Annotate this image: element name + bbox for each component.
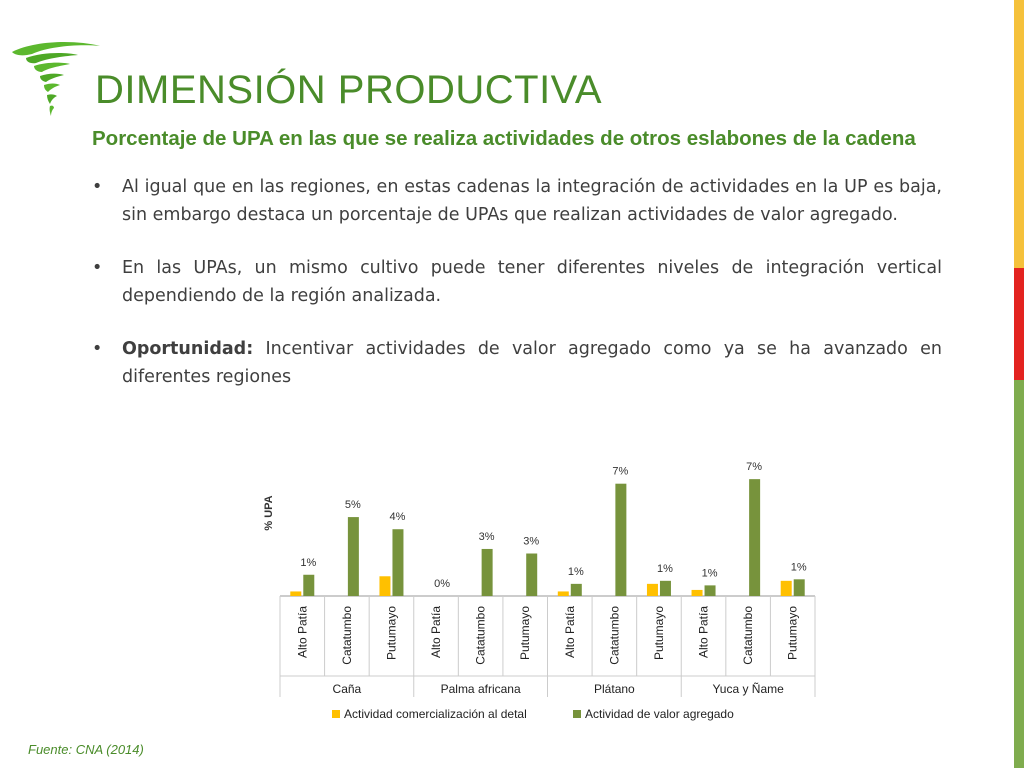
category-label: Alto Patía (697, 606, 711, 658)
category-label: Putumayo (384, 606, 398, 660)
category-label: Putumayo (652, 606, 666, 660)
bar-valor-agregado (392, 529, 404, 596)
bullet-item: • Oportunidad: Incentivar actividades de… (92, 336, 942, 391)
bullet-body: Incentivar actividades de valor agregado… (122, 339, 942, 387)
category-label: Alto Patía (429, 606, 443, 658)
source-note: Fuente: CNA (2014) (28, 742, 144, 757)
bar-valor-agregado (615, 483, 627, 596)
data-label: 3% (523, 536, 539, 548)
category-label: Catatumbo (474, 606, 488, 665)
legend-swatch-comercializacion (332, 710, 340, 718)
bullet-marker: • (92, 339, 103, 359)
bullet-text: En las UPAs, un mismo cultivo puede tene… (122, 255, 942, 310)
bar-valor-agregado (704, 585, 716, 596)
category-label: Alto Patía (563, 606, 577, 658)
category-label: Putumayo (786, 606, 800, 660)
category-label: Catatumbo (607, 606, 621, 665)
bar-chart: % UPA 1% Alto Patía 5% Catatumbo 4% Putumayo Ca… (263, 461, 816, 721)
group-label: Caña (333, 682, 362, 696)
legend-label: Actividad de valor agregado (585, 707, 734, 721)
group-label: Plátano (594, 682, 635, 696)
bar-comercializacion (557, 591, 569, 596)
data-label: 7% (746, 461, 762, 473)
data-label: 3% (479, 531, 495, 543)
bar-valor-agregado (303, 574, 315, 596)
bar-comercializacion (780, 580, 792, 596)
bar-valor-agregado (793, 579, 805, 596)
bar-comercializacion (290, 591, 302, 596)
bar-valor-agregado (347, 517, 359, 596)
category-label: Catatumbo (741, 606, 755, 665)
accent-stripe-red (1014, 268, 1024, 380)
y-axis-label: % UPA (263, 495, 275, 530)
accent-stripe-yellow (1014, 0, 1024, 268)
bullet-body: En las UPAs, un mismo cultivo puede tene… (122, 258, 942, 306)
data-label: 1% (791, 561, 807, 573)
bullet-list: • Al igual que en las regiones, en estas… (92, 174, 942, 417)
bullet-item: • En las UPAs, un mismo cultivo puede te… (92, 255, 942, 310)
bar-comercializacion (691, 589, 703, 596)
page-subtitle: Porcentaje de UPA en las que se realiza … (92, 127, 916, 150)
legend-swatch-valor-agregado (573, 710, 581, 718)
category-label: Alto Patía (295, 606, 309, 658)
bullet-marker: • (92, 177, 103, 197)
bullet-body: Al igual que en las regiones, en estas c… (122, 177, 942, 225)
data-label: 5% (345, 499, 361, 511)
data-label: 1% (568, 566, 584, 578)
bar-valor-agregado (659, 580, 671, 596)
bullet-text: Al igual que en las regiones, en estas c… (122, 174, 942, 229)
accent-stripe-green (1014, 380, 1024, 768)
legend-label: Actividad comercialización al detal (344, 707, 527, 721)
data-label: 1% (702, 567, 718, 579)
bar-valor-agregado (749, 479, 761, 596)
bar-valor-agregado (481, 548, 493, 596)
data-label: 7% (612, 466, 628, 478)
page-title: DIMENSIÓN PRODUCTIVA (95, 68, 603, 112)
data-label: 0% (434, 578, 450, 590)
category-label: Catatumbo (340, 606, 354, 665)
data-label: 1% (657, 563, 673, 575)
group-label: Yuca y Ñame (712, 682, 784, 696)
group-label: Palma africana (441, 682, 521, 696)
bar-valor-agregado (570, 583, 582, 596)
data-label: 1% (300, 557, 316, 569)
bullet-marker: • (92, 258, 103, 278)
data-label: 4% (390, 511, 406, 523)
bar-comercializacion (379, 576, 391, 596)
tornado-logo-icon (12, 42, 100, 116)
bar-valor-agregado (526, 553, 538, 596)
category-label: Putumayo (518, 606, 532, 660)
bar-comercializacion (646, 583, 658, 596)
bullet-text: Oportunidad: Incentivar actividades de v… (122, 336, 942, 391)
bullet-item: • Al igual que en las regiones, en estas… (92, 174, 942, 229)
bullet-bold: Oportunidad: (122, 339, 254, 359)
